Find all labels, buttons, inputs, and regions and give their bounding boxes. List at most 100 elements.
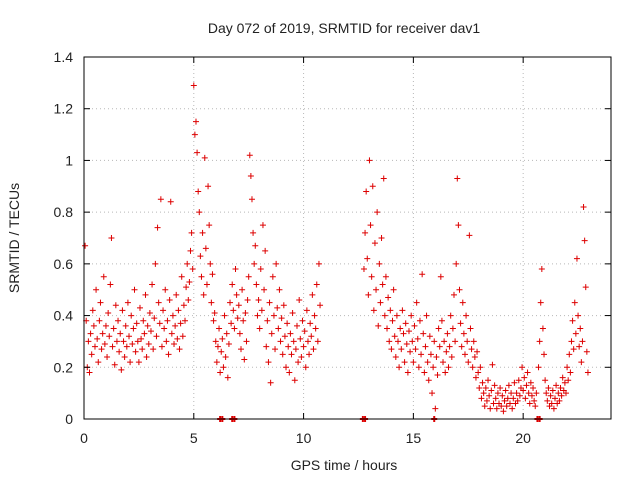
data-point	[425, 377, 432, 384]
data-point	[197, 253, 204, 260]
data-point	[397, 325, 404, 332]
data-point	[433, 353, 440, 360]
data-point	[102, 322, 109, 329]
data-point	[580, 203, 587, 210]
data-point	[407, 348, 414, 355]
data-point	[131, 286, 138, 293]
y-tick-labels: 0 0.2 0.4 0.6 0.8 1 1.2 1.4	[54, 49, 74, 427]
data-point	[116, 348, 123, 355]
data-point	[555, 390, 562, 397]
data-point	[132, 348, 139, 355]
data-point	[376, 260, 383, 267]
data-point	[298, 353, 305, 360]
data-point	[403, 341, 410, 348]
data-point	[287, 330, 294, 337]
data-point	[469, 364, 476, 371]
data-point	[391, 333, 398, 340]
data-point	[461, 351, 468, 358]
data-point	[502, 387, 509, 394]
data-point	[363, 188, 370, 195]
data-point	[142, 291, 149, 298]
data-point	[524, 369, 531, 376]
data-point	[248, 196, 255, 203]
data-point	[88, 351, 95, 358]
data-point	[266, 299, 273, 306]
data-point	[270, 312, 277, 319]
data-point	[501, 397, 508, 404]
data-point	[436, 343, 443, 350]
data-point	[454, 175, 461, 182]
data-point	[107, 281, 114, 288]
data-point	[279, 351, 286, 358]
data-point	[575, 312, 582, 319]
data-point	[531, 397, 538, 404]
data-point	[299, 317, 306, 324]
data-point	[564, 364, 571, 371]
data-point	[410, 359, 417, 366]
data-point	[290, 338, 297, 345]
data-point	[552, 395, 559, 402]
data-point	[163, 338, 170, 345]
data-point	[141, 330, 148, 337]
data-point	[202, 245, 209, 252]
data-point	[90, 322, 97, 329]
data-point	[559, 374, 566, 381]
data-point	[577, 325, 584, 332]
data-point	[240, 317, 247, 324]
data-point	[89, 307, 96, 314]
data-point	[109, 343, 116, 350]
data-point	[91, 343, 98, 350]
data-point	[253, 281, 260, 288]
data-point	[578, 359, 585, 366]
data-point	[296, 297, 303, 304]
data-point	[453, 260, 460, 267]
data-point	[508, 390, 515, 397]
data-point	[101, 341, 108, 348]
data-point	[263, 343, 270, 350]
data-point	[165, 351, 172, 358]
data-point	[438, 317, 445, 324]
data-point	[544, 397, 551, 404]
data-point	[310, 346, 317, 353]
data-point	[180, 302, 187, 309]
data-point	[220, 364, 227, 371]
data-point	[235, 302, 242, 309]
data-point	[442, 369, 449, 376]
data-point	[446, 343, 453, 350]
data-point	[93, 286, 100, 293]
grid-lines	[83, 56, 611, 420]
data-point	[388, 346, 395, 353]
data-point	[567, 369, 574, 376]
axis-ticks	[83, 56, 611, 420]
data-point	[412, 346, 419, 353]
x-tick-label: 0	[80, 430, 88, 446]
data-point	[418, 351, 425, 358]
data-point	[295, 359, 302, 366]
data-point	[118, 366, 125, 373]
data-point	[174, 335, 181, 342]
data-point	[460, 330, 467, 337]
data-point	[392, 353, 399, 360]
data-point	[413, 299, 420, 306]
data-point	[386, 338, 393, 345]
data-point	[464, 338, 471, 345]
data-point	[303, 307, 310, 314]
data-point	[309, 291, 316, 298]
data-point	[297, 335, 304, 342]
data-point	[440, 359, 447, 366]
x-tick-labels: 0 5 10 15 20	[80, 430, 531, 446]
data-point	[228, 320, 235, 327]
data-point	[553, 382, 560, 389]
data-point	[254, 312, 261, 319]
data-point	[435, 325, 442, 332]
data-point	[379, 281, 386, 288]
data-point	[267, 379, 274, 386]
x-axis-label: GPS time / hours	[291, 457, 398, 473]
data-point	[135, 359, 142, 366]
data-point	[288, 351, 295, 358]
data-point	[229, 281, 236, 288]
data-point	[504, 395, 511, 402]
data-point	[157, 196, 164, 203]
data-point	[161, 325, 168, 332]
data-point	[378, 235, 385, 241]
